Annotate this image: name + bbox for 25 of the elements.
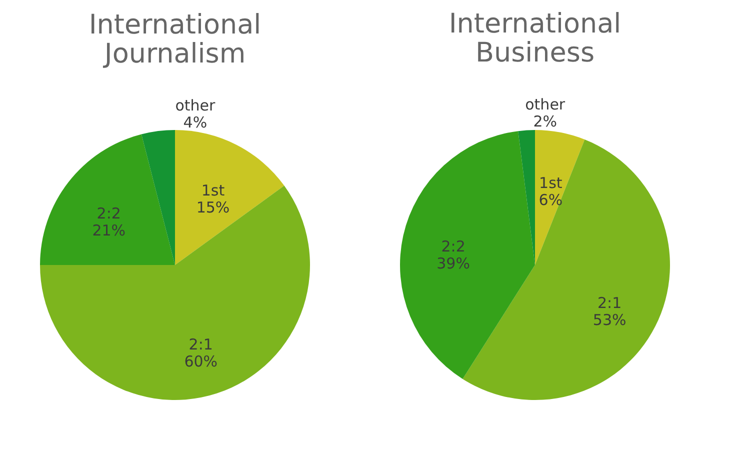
pie-slice [141, 130, 175, 265]
pie-slice [400, 131, 535, 379]
data-label: 4% [183, 113, 208, 132]
data-label: 2% [533, 112, 558, 130]
slice-label: 2:1 [188, 336, 213, 354]
slice-label: 2:2 [96, 204, 121, 223]
data-label: 39% [436, 254, 470, 273]
pie-slice [175, 130, 284, 265]
data-label: 15% [196, 198, 230, 216]
slice-label: 1st [201, 181, 225, 200]
pie-slice [535, 130, 585, 265]
data-label: 53% [592, 311, 626, 329]
slice-label: other [175, 96, 216, 114]
slice-label: 1st [539, 174, 562, 192]
chart-title: International Journalism [88, 9, 262, 70]
data-label: 60% [184, 352, 218, 371]
slice-label: other [525, 95, 566, 114]
pie-slice [40, 186, 310, 400]
data-label: 6% [538, 190, 563, 209]
pie-slice [40, 134, 175, 265]
data-label: 21% [92, 222, 126, 240]
pie-slice [518, 130, 535, 265]
slice-label: 2:1 [598, 294, 622, 312]
chart-title: International Business [448, 8, 622, 68]
slice-label: 2:2 [441, 238, 466, 256]
